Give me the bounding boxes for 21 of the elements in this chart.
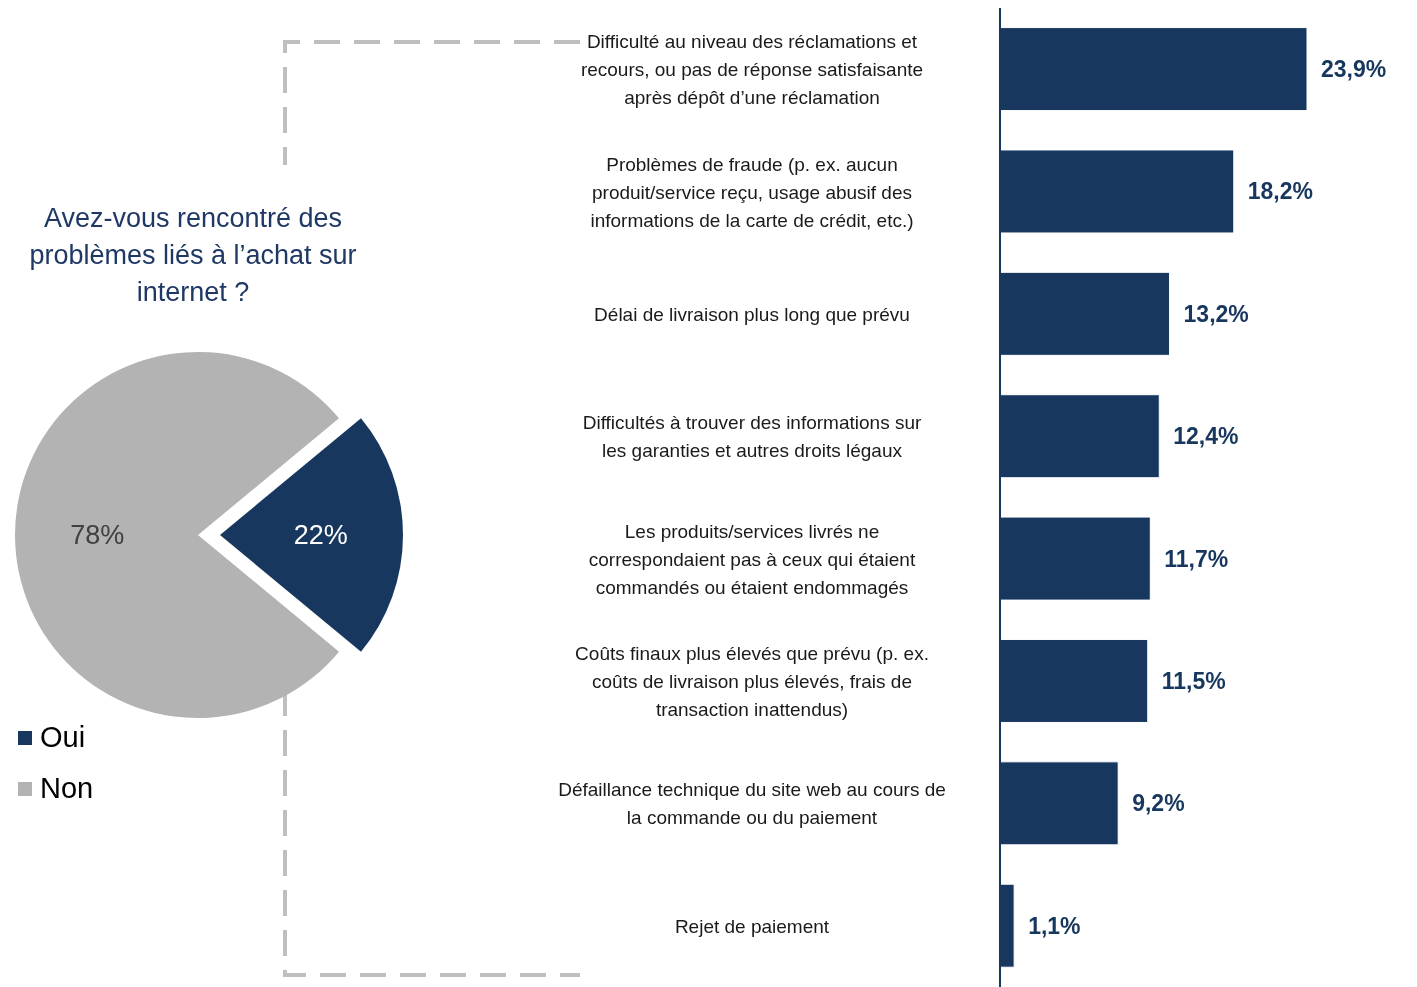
data-label: 23,9% xyxy=(1321,56,1387,83)
y-tick-label: Délai de livraison plus long que prévu xyxy=(594,303,910,325)
legend-label: Oui xyxy=(40,721,86,754)
data-label: 1,1% xyxy=(1028,912,1081,939)
data-label: 11,5% xyxy=(1161,667,1226,694)
y-tick-label: Rejet de paiement xyxy=(674,915,830,937)
y-tick-label: Coûts finaux plus élevés que prévu (p. ex. coûts de livraison plus élevés, frais de transaction inattendus) xyxy=(575,643,929,721)
data-label: 18,2% xyxy=(1247,178,1313,205)
data-label: 78% xyxy=(70,520,125,550)
data-label: 22% xyxy=(293,520,348,550)
y-tick-label: Difficultés à trouver des informations sur les garanties et autres droits légaux xyxy=(582,412,922,462)
chart-title: Avez-vous rencontré des problèmes liés à l’achat sur internet ? xyxy=(28,202,358,309)
data-label: 12,4% xyxy=(1173,423,1239,450)
legend-label: Non xyxy=(40,772,94,805)
y-tick-label: Les produits/services livrés ne correspondaient pas à ceux qui étaient commandés ou étaient endommagés xyxy=(588,520,916,598)
data-label: 9,2% xyxy=(1132,790,1185,817)
y-tick-label: Problèmes de fraude (p. ex. aucun produit/service reçu, usage abusif des informations de la carte de crédit, etc.) xyxy=(590,153,914,231)
y-tick-label: Défaillance technique du site web au cours de la commande ou du paiement xyxy=(558,779,946,829)
data-label: 13,2% xyxy=(1183,300,1249,327)
data-label: 11,7% xyxy=(1164,545,1229,572)
y-tick-label: Difficulté au niveau des réclamations et recours, ou pas de réponse satisfaisante après dépôt d’une réclamation xyxy=(580,31,924,109)
